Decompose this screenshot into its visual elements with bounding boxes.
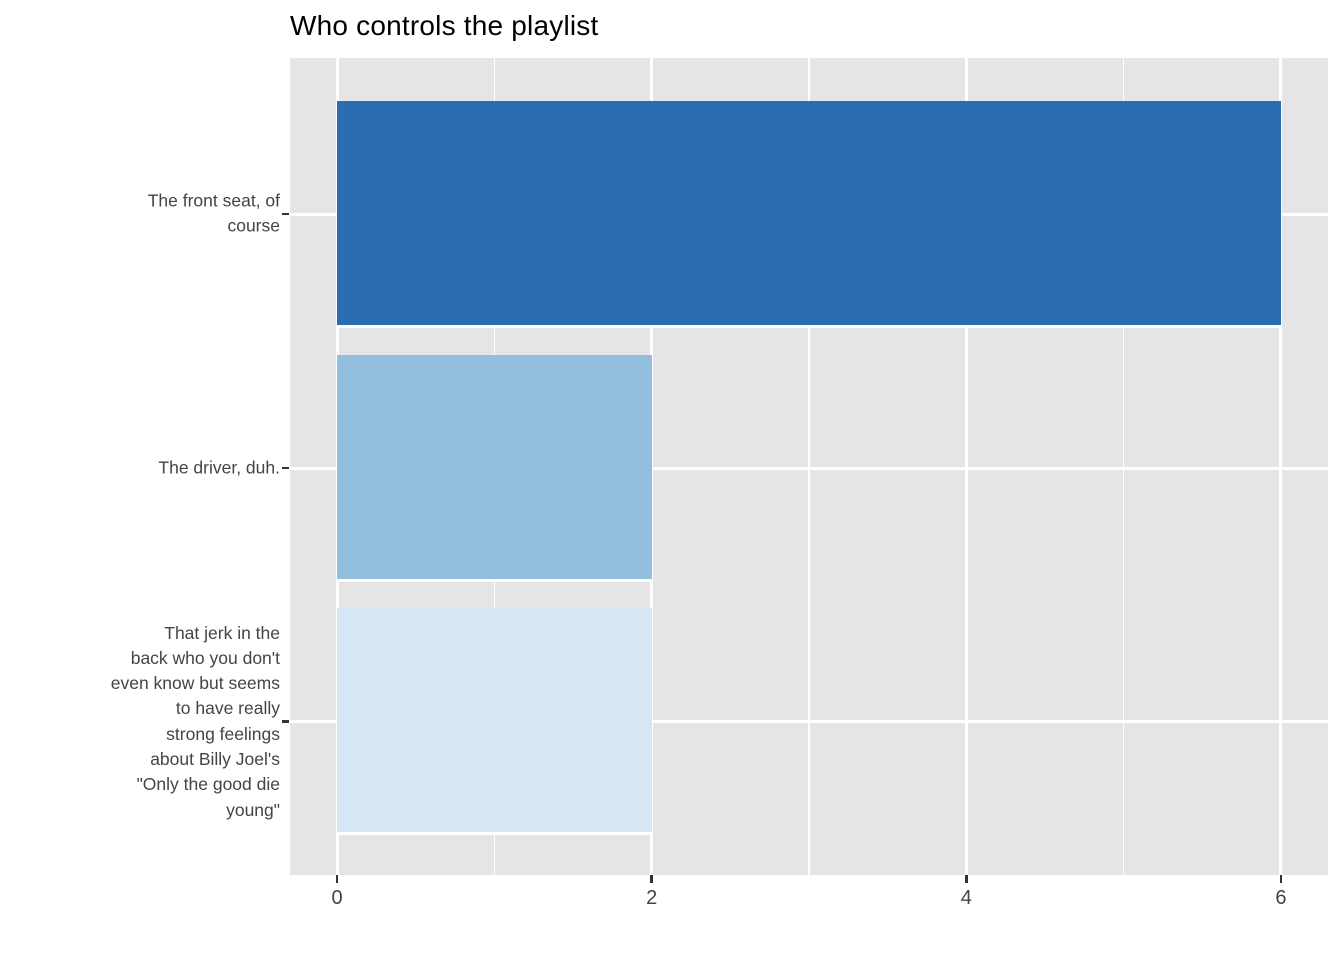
plot-panel [290, 58, 1328, 875]
major-gridline-y-1 [290, 466, 1328, 470]
major-gridline-y-2 [290, 720, 1328, 723]
x-axis-tick-label-6: 6 [1275, 887, 1287, 909]
bar-2 [337, 608, 652, 835]
x-axis-tick-label-2: 2 [646, 887, 658, 909]
y-axis-category-label-1: The driver, duh. [158, 457, 280, 478]
y-axis-category-label-0: The front seat, of course [147, 190, 280, 236]
x-axis-tick-label-4: 4 [960, 887, 972, 909]
y-axis-tick-1 [282, 466, 289, 470]
x-axis-tick-6 [1279, 875, 1283, 883]
bar-0 [337, 100, 1281, 328]
x-axis-tick-label-0: 0 [331, 887, 343, 909]
x-axis-tick-4 [965, 875, 968, 883]
bar-1 [337, 354, 652, 582]
y-axis-category-label-2: That jerk in the back who you don't even… [110, 622, 280, 820]
x-axis-tick-2 [650, 875, 653, 883]
chart-title: Who controls the playlist [290, 10, 599, 41]
x-axis-tick-0 [335, 875, 339, 883]
y-axis-tick-0 [282, 212, 289, 216]
y-axis-tick-2 [282, 720, 289, 723]
